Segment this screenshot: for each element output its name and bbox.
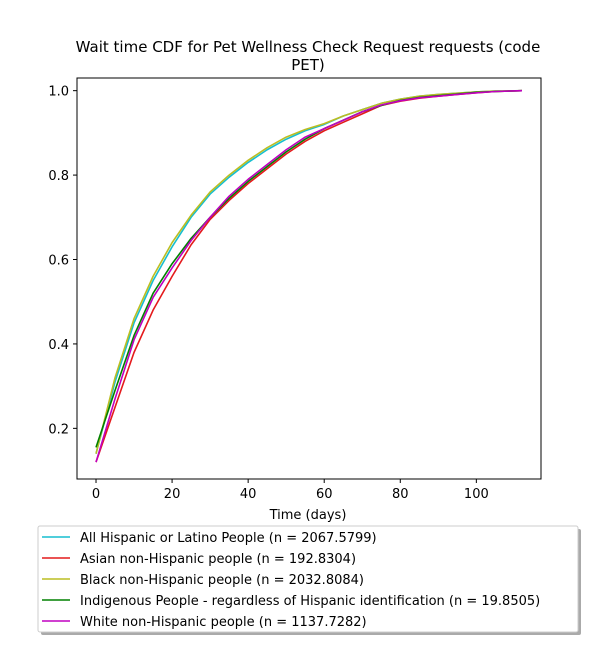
legend-box (37, 525, 579, 633)
x-tick-label: 100 (464, 487, 489, 502)
y-tick-label: 0.2 (48, 422, 69, 437)
series-line-1 (95, 89, 522, 454)
chart-title-line2: PET) (291, 56, 325, 74)
x-axis-label: Time (days) (269, 508, 347, 523)
series-lines (95, 89, 523, 463)
legend: All Hispanic or Latino People (n = 2067.… (37, 525, 581, 635)
y-tick-label: 1.0 (48, 85, 69, 100)
x-tick-label: 20 (164, 487, 181, 502)
plot-frame (76, 77, 542, 480)
x-axis-ticks: 0 20 40 60 80 100 (92, 479, 489, 502)
y-tick-label: 0.6 (48, 254, 69, 269)
x-tick-label: 40 (240, 487, 257, 502)
chart-title-line1: Wait time CDF for Pet Wellness Check Req… (76, 38, 541, 56)
series-line-2 (95, 89, 523, 463)
series-line-3 (95, 89, 522, 454)
y-tick-label: 0.4 (48, 338, 69, 353)
x-tick-label: 80 (392, 487, 409, 502)
legend-label-2: Asian non-Hispanic people (n = 192.8304) (80, 552, 356, 567)
series-line-5 (95, 89, 523, 463)
x-tick-label: 60 (316, 487, 333, 502)
y-tick-label: 0.8 (48, 169, 69, 184)
legend-label-3: Black non-Hispanic people (n = 2032.8084… (80, 573, 364, 588)
legend-label-5: White non-Hispanic people (n = 1137.7282… (80, 615, 367, 630)
legend-label-1: All Hispanic or Latino People (n = 2067.… (80, 531, 377, 546)
x-tick-label: 0 (92, 487, 100, 502)
legend-entries: All Hispanic or Latino People (n = 2067.… (42, 531, 540, 630)
legend-label-4: Indigenous People - regardless of Hispan… (80, 594, 540, 609)
y-axis-ticks: 0.2 0.4 0.6 0.8 1.0 (48, 85, 77, 437)
